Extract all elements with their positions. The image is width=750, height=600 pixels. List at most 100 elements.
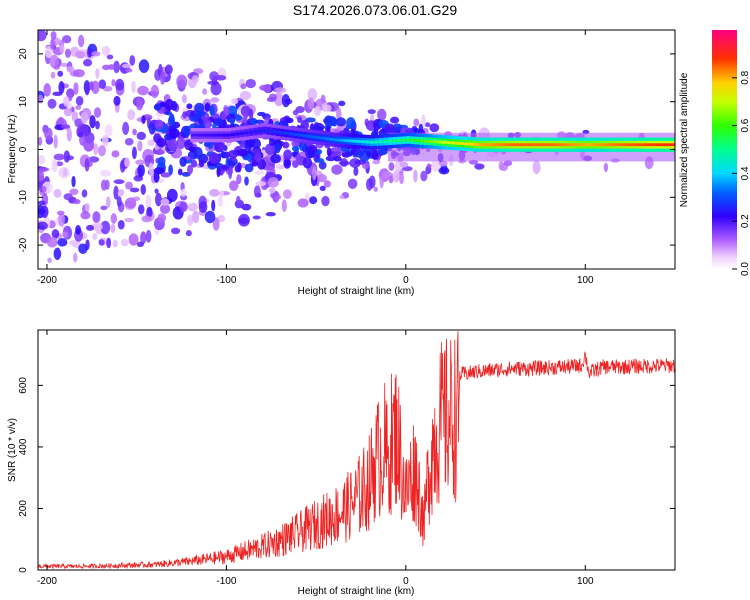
spectrogram-cell (137, 140, 143, 152)
spectrogram-cell (307, 97, 315, 110)
spectrogram-cell (185, 230, 192, 237)
spectrogram-cell (283, 158, 292, 169)
spectrogram-ridge-core (526, 143, 532, 147)
spectrogram-cell (131, 80, 136, 94)
spectrogram-cell (38, 170, 45, 182)
spectrogram-cell (98, 239, 105, 246)
spectrogram-ridge-core (594, 143, 600, 147)
snr-y-label: SNR (10 * v/v) (7, 418, 18, 482)
spectrogram-y-ticks: -20 -10 0 10 20 (18, 48, 675, 252)
spectrogram-cell (91, 222, 103, 232)
spectrogram-cell (154, 103, 162, 111)
spectrogram-ridge-core (320, 136, 326, 140)
spectrogram-cell (331, 117, 338, 127)
spectrogram-cell (192, 210, 200, 224)
spectrogram-cell (424, 122, 431, 128)
snr-series-line (38, 331, 675, 570)
spectrogram-ridge-core (356, 139, 362, 143)
spectrogram-ridge-core (392, 139, 398, 143)
spectrogram-ridge-core (360, 140, 366, 144)
spectrogram-cell (50, 71, 56, 79)
spectrogram-blobs (38, 30, 654, 263)
spectrogram-cell (111, 79, 116, 87)
spectrogram-y-tick-label: -20 (18, 237, 29, 252)
spectrogram-cell (198, 159, 205, 168)
spectrogram-cell (274, 142, 281, 154)
spectrogram-ridge-core (298, 133, 304, 137)
spectrogram-cell (342, 152, 349, 158)
spectrogram-cell (212, 217, 220, 231)
spectrogram-cell (210, 82, 222, 96)
spectrogram-cell (46, 236, 58, 248)
spectrogram-cell (159, 71, 166, 85)
spectrogram-ridge-core (280, 131, 286, 135)
spectrogram-ridge-core (607, 143, 613, 147)
spectrogram-cell (53, 247, 62, 260)
spectrogram-cell (297, 116, 303, 123)
spectrogram-cell (113, 60, 120, 74)
spectrogram-ridge-core (387, 139, 393, 143)
spectrogram-cell (379, 175, 384, 189)
spectrogram-cell (203, 141, 210, 148)
spectrogram-cell (236, 195, 241, 205)
snr-x-tick-label: 100 (577, 576, 594, 587)
spectrogram-ridge-core (603, 143, 609, 147)
spectrogram-cell (392, 170, 400, 183)
spectrogram-cell (291, 140, 300, 148)
spectrogram-ridge-core (405, 138, 411, 142)
spectrogram-cell (236, 162, 242, 173)
spectrogram-cell (291, 160, 299, 168)
spectrogram-cell (307, 144, 318, 154)
colorbar-gradient (712, 30, 737, 269)
spectrogram-cell (72, 199, 81, 205)
spectrogram-cell (331, 164, 343, 175)
spectrogram-cell (503, 160, 513, 167)
spectrogram-cell (219, 189, 224, 198)
spectrogram-cell (339, 195, 345, 200)
spectrogram-cell (332, 151, 342, 158)
spectrogram-cell (147, 139, 155, 147)
spectrogram-cell (83, 58, 93, 67)
spectrogram-x-tick-label: 100 (577, 275, 594, 286)
spectrogram-cell (254, 170, 265, 176)
spectrogram-cell (389, 116, 400, 124)
spectrogram-ridge-core (239, 131, 245, 135)
spectrogram-cell (157, 178, 165, 183)
spectrogram-cell (86, 145, 95, 150)
spectrogram-cell (51, 229, 60, 239)
spectrogram-ridge-core (284, 131, 290, 135)
spectrogram-ridge-core (589, 143, 595, 147)
spectrogram-cell (155, 192, 162, 207)
spectrogram-cell (92, 211, 101, 223)
spectrogram-cell (112, 239, 118, 248)
spectrogram-cell (164, 64, 173, 75)
spectrogram-x-tick-label: -200 (37, 275, 57, 286)
spectrogram-cell (318, 161, 327, 170)
spectrogram-ridge-core (212, 133, 218, 137)
spectrogram-cell (62, 231, 68, 238)
spectrogram-ridge-core (612, 143, 618, 147)
spectrogram-cell (51, 159, 58, 173)
spectrogram-cell (71, 175, 76, 188)
colorbar-tick-label: 0.6 (740, 118, 750, 132)
spectrogram-cell (229, 118, 236, 124)
spectrogram-ridge-core (437, 140, 443, 144)
snr-x-tick-label: -200 (37, 576, 57, 587)
spectrogram-cell (219, 142, 225, 151)
spectrogram-cell (177, 168, 183, 176)
spectrogram-ridge-core (654, 143, 663, 147)
spectrogram-cell (110, 213, 117, 224)
spectrogram-cell (137, 164, 145, 177)
spectrogram-cell (44, 45, 53, 59)
spectrogram-cell (40, 205, 49, 218)
spectrogram-cell (207, 80, 219, 85)
spectrogram-cell (111, 150, 120, 158)
spectrogram-ridge-core (293, 133, 299, 136)
spectrogram-ridge-core (482, 143, 488, 147)
spectrogram-cell (75, 50, 85, 59)
spectrogram-cell (53, 153, 65, 161)
spectrogram-cell (154, 119, 164, 130)
spectrogram-cell (105, 196, 111, 209)
spectrogram-cell (106, 237, 112, 249)
spectrogram-cell (399, 172, 404, 185)
